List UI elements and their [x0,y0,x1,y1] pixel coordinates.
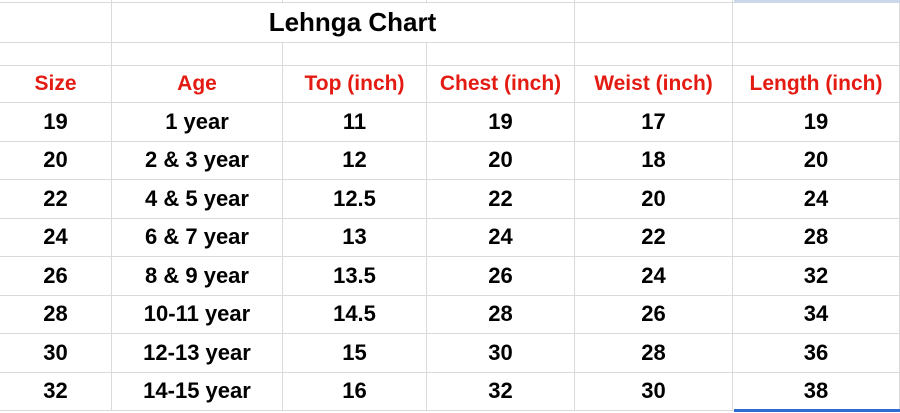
cell[interactable]: 24 [427,218,575,257]
cell[interactable]: 19 [427,103,575,142]
cell[interactable]: 2 & 3 year [112,141,283,180]
cell[interactable]: 16 [283,372,427,411]
cell[interactable]: 28 [733,218,900,257]
cell [283,0,427,3]
cell[interactable]: 22 [0,180,112,219]
cell[interactable]: 20 [0,141,112,180]
cell[interactable]: 18 [575,141,733,180]
cell[interactable]: 36 [733,334,900,373]
cell[interactable] [733,43,900,66]
cell[interactable] [427,43,575,66]
cell[interactable]: 1 year [112,103,283,142]
column-header-age[interactable]: Age [112,66,283,103]
cell [427,0,575,3]
cell[interactable] [0,3,112,43]
cell[interactable]: 13 [283,218,427,257]
cell[interactable]: 24 [0,218,112,257]
cell[interactable]: 19 [733,103,900,142]
cell[interactable]: 20 [733,141,900,180]
cell[interactable]: 32 [427,372,575,411]
cell[interactable]: 11 [283,103,427,142]
cell[interactable] [283,43,427,66]
cell[interactable]: 8 & 9 year [112,257,283,296]
cell [112,0,283,3]
cell[interactable]: 20 [575,180,733,219]
cell[interactable]: 13.5 [283,257,427,296]
column-header-size[interactable]: Size [0,66,112,103]
cell [0,0,112,3]
cell[interactable]: 22 [575,218,733,257]
cell[interactable]: 12 [283,141,427,180]
cell[interactable]: 12.5 [283,180,427,219]
cell[interactable] [575,3,733,43]
cell[interactable]: 30 [427,334,575,373]
cell[interactable]: 26 [575,295,733,334]
column-header-length[interactable]: Length (inch) [733,66,900,103]
selection-fill-remnant [734,0,900,3]
cell[interactable]: 34 [733,295,900,334]
sheet-title[interactable]: Lehnga Chart [112,3,575,43]
cell[interactable]: 24 [575,257,733,296]
cell[interactable] [112,43,283,66]
cell[interactable]: 4 & 5 year [112,180,283,219]
cell[interactable]: 24 [733,180,900,219]
cell[interactable]: 28 [0,295,112,334]
cell[interactable] [0,43,112,66]
cell[interactable]: 6 & 7 year [112,218,283,257]
cell [575,0,733,3]
cell[interactable] [575,43,733,66]
cell[interactable]: 12-13 year [112,334,283,373]
cell[interactable]: 17 [575,103,733,142]
cell[interactable]: 38 [733,372,900,411]
cell[interactable]: 10-11 year [112,295,283,334]
cell[interactable]: 14-15 year [112,372,283,411]
cell[interactable]: 28 [575,334,733,373]
column-header-top[interactable]: Top (inch) [283,66,427,103]
cell[interactable]: 14.5 [283,295,427,334]
cell[interactable]: 30 [0,334,112,373]
cell[interactable]: 32 [733,257,900,296]
column-header-chest[interactable]: Chest (inch) [427,66,575,103]
cell[interactable]: 15 [283,334,427,373]
cell[interactable]: 22 [427,180,575,219]
column-header-weist[interactable]: Weist (inch) [575,66,733,103]
cell[interactable] [733,3,900,43]
cell[interactable]: 26 [0,257,112,296]
cell[interactable]: 30 [575,372,733,411]
cell[interactable]: 28 [427,295,575,334]
cell[interactable]: 26 [427,257,575,296]
cell[interactable]: 20 [427,141,575,180]
selection-border [734,409,900,412]
cell[interactable]: 19 [0,103,112,142]
cell[interactable]: 32 [0,372,112,411]
